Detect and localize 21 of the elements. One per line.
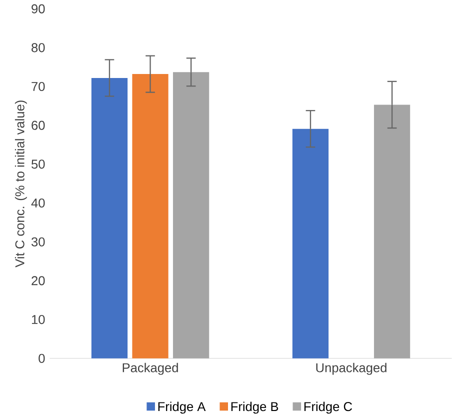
y-tick-label: 60	[32, 121, 45, 130]
y-tick-label: 70	[32, 82, 45, 92]
y-tick-label: 80	[32, 43, 45, 52]
bar	[132, 74, 168, 359]
y-tick-label: 30	[32, 238, 45, 247]
legend-label: Fridge C	[304, 402, 352, 414]
y-tick-label: 20	[32, 276, 45, 286]
legend-label: Fridge A	[158, 402, 206, 414]
y-axis-title: Vit C conc. (% to initial value)	[14, 100, 27, 268]
y-tick-label: 50	[32, 160, 45, 169]
bar	[91, 78, 128, 359]
bar	[172, 72, 210, 359]
y-tick-label: 10	[32, 315, 45, 324]
bar	[374, 104, 410, 359]
x-tick-label: Unpackaged	[316, 363, 386, 376]
x-tick-label: Packaged	[122, 363, 178, 376]
y-tick-label: 40	[31, 198, 45, 208]
legend-label: Fridge B	[231, 402, 278, 414]
bar	[292, 129, 329, 359]
y-tick-label: 90	[32, 4, 45, 14]
y-tick-label: 0	[38, 354, 45, 364]
